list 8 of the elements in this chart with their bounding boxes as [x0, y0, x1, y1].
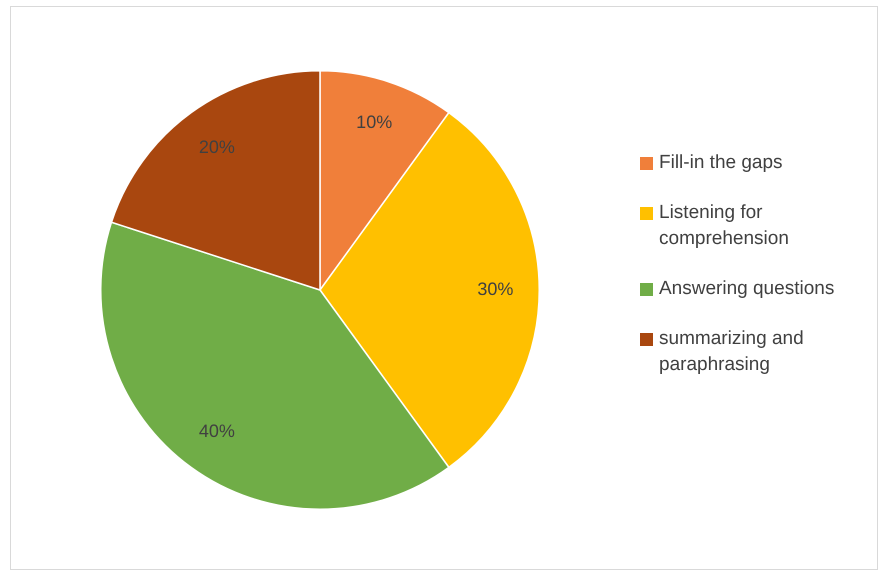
data-label: 10%	[356, 112, 392, 132]
data-label: 20%	[198, 137, 235, 158]
legend-label: Fill-in the gaps	[659, 151, 783, 175]
legend-label: Listening for comprehension	[659, 201, 790, 251]
legend-label: summarizing and paraphrasing	[659, 327, 805, 377]
data-label: 30%	[477, 278, 514, 299]
data-label: 40%	[198, 420, 235, 441]
legend-label: Answering questions	[659, 277, 834, 301]
